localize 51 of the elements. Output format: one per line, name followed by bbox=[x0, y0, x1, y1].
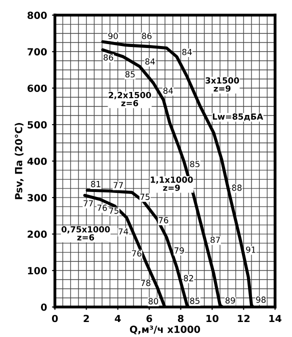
x-tick-label: 0 bbox=[52, 314, 58, 322]
annotation: 84 bbox=[182, 48, 192, 56]
y-tick-label: 800 bbox=[28, 12, 47, 19]
x-tick-label: 10 bbox=[206, 314, 218, 322]
x-tick-label: 12 bbox=[238, 314, 250, 322]
annotation: 88 bbox=[232, 184, 242, 191]
annotation: 74 bbox=[118, 228, 128, 235]
annotation: 86 bbox=[104, 54, 114, 61]
annotation: 85 bbox=[125, 71, 135, 78]
annotation: 78 bbox=[141, 280, 150, 286]
y-tick-label: 300 bbox=[28, 194, 47, 202]
x-axis-title: Q,м³/ч x1000 bbox=[130, 326, 200, 334]
annotation: 84 bbox=[163, 88, 173, 94]
annotation: 91 bbox=[246, 246, 256, 253]
x-tick-label: 2 bbox=[84, 314, 89, 322]
annotation: 2,2x1500 z=6 bbox=[108, 92, 152, 106]
annotation: 81 bbox=[91, 180, 100, 188]
annotation: 82 bbox=[184, 275, 194, 282]
annotation: 1,1x1000 z=9 bbox=[150, 176, 193, 191]
annotation: 76 bbox=[132, 250, 142, 257]
annotation: 77 bbox=[114, 182, 123, 188]
y-axis-title: Psv, Па (20°C) bbox=[14, 122, 24, 200]
y-tick-label: 600 bbox=[28, 84, 47, 92]
annotation: 3x1500 z=9 bbox=[206, 77, 240, 92]
annotation: 85 bbox=[190, 160, 200, 168]
annotation: 89 bbox=[226, 297, 235, 304]
y-tick-label: 0 bbox=[40, 303, 47, 311]
annotation: 0,75x1000 z=6 bbox=[62, 226, 110, 240]
annotation: 98 bbox=[256, 296, 266, 303]
annotation: 76 bbox=[158, 217, 168, 224]
x-tick-label: 6 bbox=[146, 314, 152, 322]
annotation: 76 bbox=[97, 204, 107, 211]
x-tick-label: 14 bbox=[269, 314, 282, 322]
annotation: 75 bbox=[140, 194, 150, 200]
annotation: 75 bbox=[109, 208, 118, 214]
annotation: 87 bbox=[210, 236, 220, 244]
x-tick-label: 8 bbox=[178, 314, 184, 322]
y-tick-label: 500 bbox=[28, 121, 47, 128]
y-tick-label: 200 bbox=[28, 230, 47, 238]
y-tick-label: 400 bbox=[27, 158, 47, 165]
annotation: 85 bbox=[190, 298, 200, 304]
annotation: 79 bbox=[174, 247, 184, 254]
annotation: 84 bbox=[145, 58, 155, 65]
y-tick-label: 700 bbox=[28, 48, 47, 56]
x-tick-label: 4 bbox=[114, 314, 121, 322]
annotation: 90 bbox=[108, 32, 118, 40]
annotation: 80 bbox=[148, 298, 158, 304]
annotation: 77 bbox=[84, 200, 93, 206]
annotation: 86 bbox=[142, 32, 152, 40]
annotation: Lw=85дБА bbox=[212, 113, 264, 121]
y-tick-label: 100 bbox=[28, 267, 47, 274]
